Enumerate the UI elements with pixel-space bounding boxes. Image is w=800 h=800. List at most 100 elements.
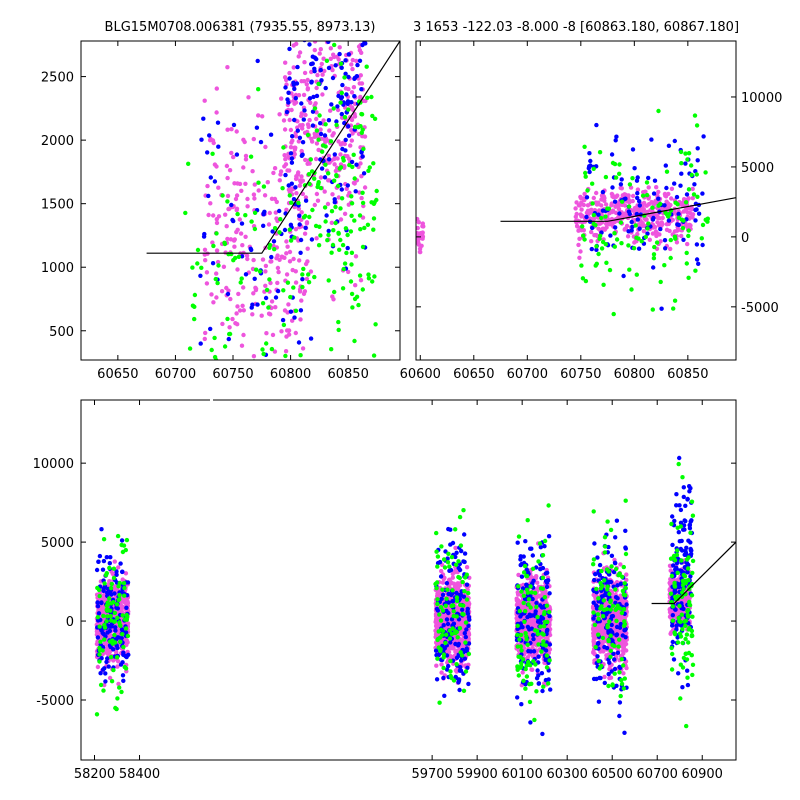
data-point	[322, 133, 328, 138]
data-point	[98, 671, 103, 676]
data-point	[262, 209, 267, 214]
data-point	[641, 190, 646, 195]
data-point	[357, 58, 363, 63]
data-point	[214, 248, 220, 253]
data-point	[317, 113, 322, 118]
data-point	[584, 195, 590, 200]
data-point	[220, 193, 225, 198]
data-point	[276, 269, 281, 275]
data-point	[577, 236, 582, 241]
data-point	[203, 330, 208, 336]
data-point	[602, 674, 607, 680]
data-point	[620, 202, 625, 208]
y-tick-label: 2000	[41, 134, 74, 149]
data-point	[211, 300, 216, 305]
data-point	[590, 181, 595, 186]
data-point	[451, 581, 457, 586]
data-point	[684, 250, 689, 256]
data-point	[237, 217, 242, 222]
data-point	[240, 303, 245, 308]
data-point	[216, 185, 221, 190]
data-point	[450, 575, 455, 580]
data-point	[202, 231, 207, 237]
data-point	[656, 189, 661, 195]
data-point	[608, 233, 613, 238]
data-point	[120, 673, 126, 678]
data-point	[356, 302, 361, 308]
data-point	[298, 178, 303, 183]
data-point	[655, 220, 660, 225]
data-point	[335, 107, 341, 113]
data-point	[282, 164, 287, 169]
data-point	[331, 106, 336, 111]
data-point	[612, 199, 618, 204]
data-point	[575, 224, 580, 229]
data-point	[227, 206, 232, 211]
data-point	[657, 216, 662, 221]
data-point	[319, 61, 324, 67]
data-point	[370, 113, 375, 119]
data-point	[299, 210, 304, 215]
data-point	[239, 404, 243, 408]
data-point	[692, 113, 698, 118]
data-point	[654, 240, 660, 245]
data-point	[332, 13, 336, 17]
data-point	[641, 229, 647, 234]
data-point	[320, 149, 325, 154]
data-point	[297, 183, 302, 188]
data-point	[283, 60, 288, 65]
data-point	[340, 146, 345, 152]
data-point	[683, 151, 688, 156]
data-point	[370, 279, 375, 284]
data-point	[269, 196, 275, 201]
data-point	[338, 237, 343, 243]
data-point	[459, 620, 465, 625]
data-point	[613, 225, 618, 230]
data-point	[416, 216, 420, 222]
data-point	[282, 127, 288, 132]
data-point	[675, 202, 680, 207]
data-point	[341, 100, 346, 105]
data-point	[306, 172, 312, 177]
data-point	[540, 591, 545, 596]
data-point	[267, 210, 272, 216]
data-point	[650, 307, 655, 312]
data-point	[208, 175, 213, 180]
data-point	[583, 174, 588, 179]
data-point	[679, 171, 684, 176]
data-point	[211, 213, 216, 218]
data-point	[256, 87, 261, 92]
data-point	[94, 629, 100, 634]
data-point	[686, 275, 691, 280]
data-point	[288, 127, 294, 133]
data-point	[627, 267, 632, 272]
data-point	[302, 231, 308, 236]
data-point	[342, 7, 346, 11]
data-point	[349, 62, 354, 67]
data-point	[693, 268, 698, 273]
data-point	[326, 41, 331, 44]
data-point	[326, 228, 331, 234]
data-point	[204, 281, 210, 286]
data-point	[250, 169, 255, 174]
data-point	[271, 239, 277, 244]
data-point	[296, 340, 302, 345]
data-point	[277, 208, 282, 214]
data-point	[235, 227, 240, 232]
data-point	[260, 114, 265, 119]
data-point	[603, 214, 608, 219]
data-point	[229, 150, 234, 156]
data-point	[338, 152, 343, 157]
data-point	[275, 253, 280, 258]
data-point	[658, 279, 663, 285]
data-point	[238, 231, 244, 236]
data-point	[294, 81, 300, 86]
data-point	[293, 280, 299, 285]
data-point	[331, 52, 336, 57]
data-point	[656, 203, 661, 208]
data-point	[676, 211, 681, 217]
data-point	[639, 239, 644, 244]
data-point	[266, 222, 272, 227]
data-point	[309, 136, 314, 142]
data-point	[339, 65, 344, 71]
